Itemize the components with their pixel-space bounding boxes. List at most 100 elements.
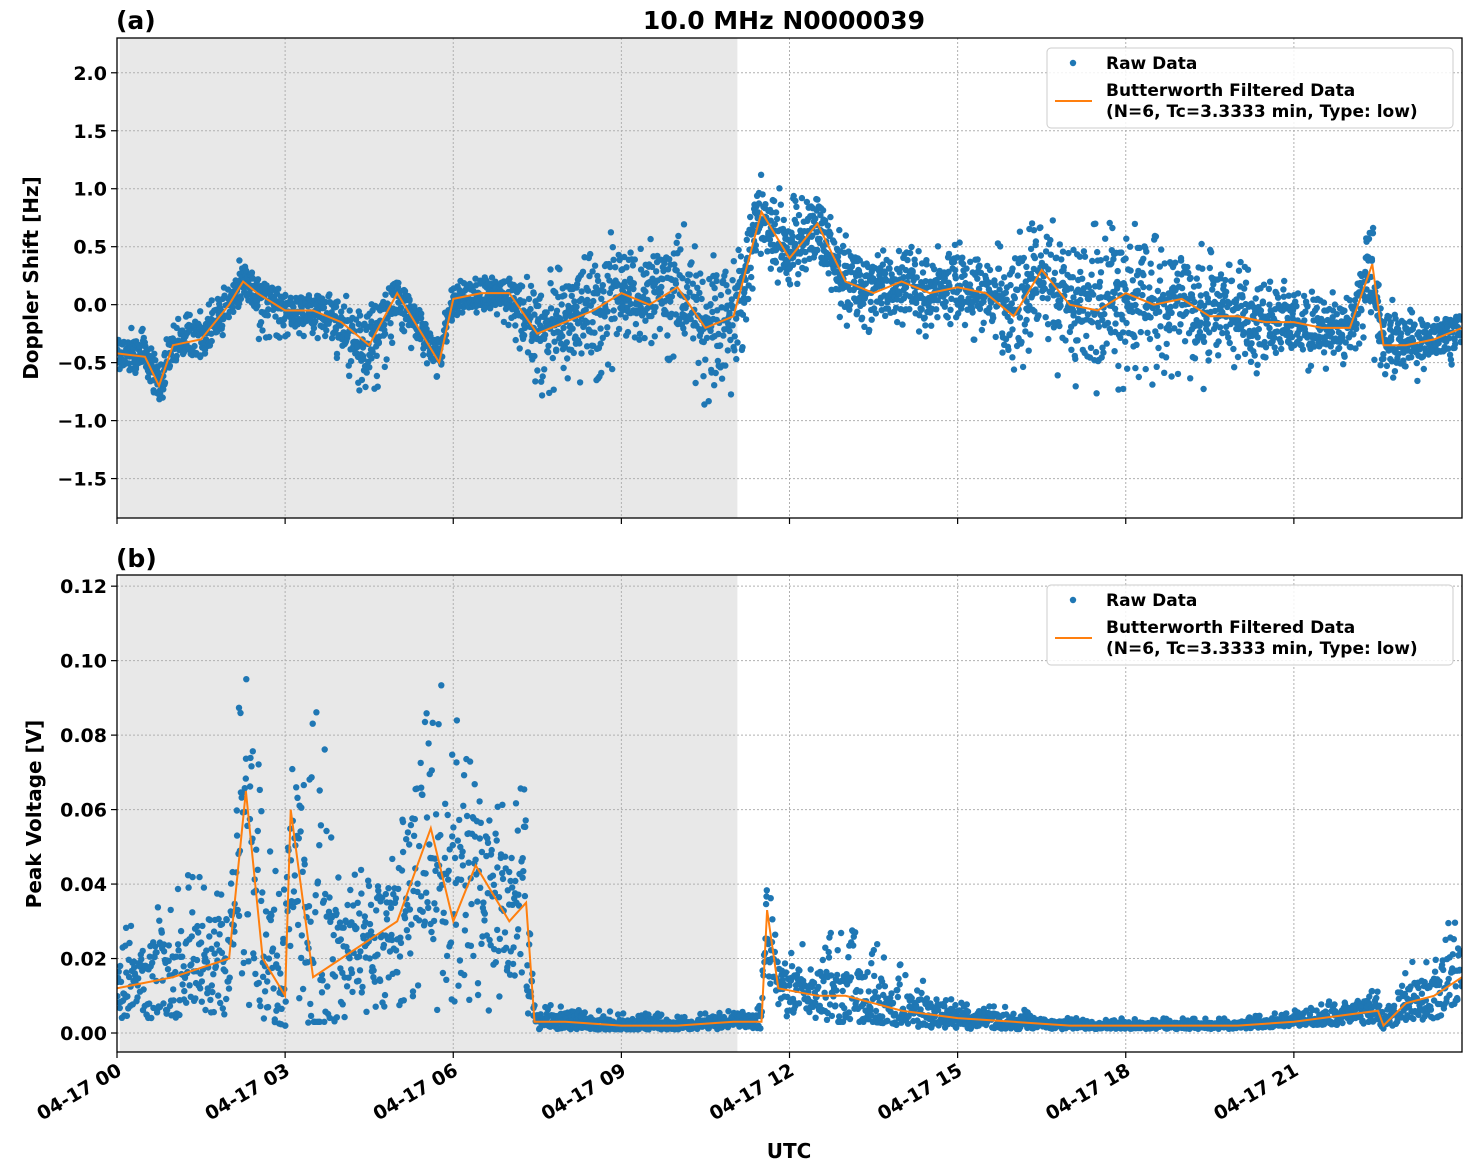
raw-data-point bbox=[1220, 282, 1227, 289]
raw-data-point bbox=[1333, 311, 1341, 318]
raw-data-point bbox=[814, 246, 821, 254]
raw-data-point bbox=[198, 998, 205, 1005]
raw-data-point bbox=[160, 941, 168, 948]
raw-data-point bbox=[1226, 261, 1233, 269]
raw-data-point bbox=[242, 267, 250, 274]
raw-data-point bbox=[408, 344, 415, 352]
raw-data-point bbox=[208, 337, 215, 345]
raw-data-point bbox=[541, 366, 548, 373]
raw-data-point bbox=[255, 761, 262, 768]
raw-data-point bbox=[203, 958, 211, 966]
raw-data-point bbox=[784, 993, 791, 1001]
raw-data-point bbox=[388, 931, 395, 939]
raw-data-point bbox=[636, 330, 644, 337]
raw-data-point bbox=[313, 709, 320, 716]
raw-data-point bbox=[521, 892, 529, 900]
raw-data-point bbox=[795, 211, 803, 219]
raw-data-point bbox=[518, 969, 525, 976]
raw-data-point bbox=[836, 313, 843, 321]
raw-data-point bbox=[1009, 265, 1016, 272]
raw-data-point bbox=[1339, 334, 1346, 341]
raw-data-point bbox=[594, 272, 601, 280]
raw-data-point bbox=[1260, 281, 1268, 288]
raw-data-point bbox=[703, 334, 711, 342]
raw-data-point bbox=[1115, 386, 1122, 393]
raw-data-point bbox=[505, 959, 512, 967]
raw-data-point bbox=[623, 264, 630, 271]
raw-data-point bbox=[1089, 257, 1096, 265]
raw-data-point bbox=[1301, 317, 1308, 324]
raw-data-point bbox=[598, 369, 605, 377]
raw-data-point bbox=[333, 350, 341, 358]
raw-data-point bbox=[922, 333, 929, 340]
raw-data-point bbox=[1253, 370, 1260, 377]
raw-data-point bbox=[273, 1007, 280, 1014]
raw-data-point bbox=[1350, 331, 1357, 338]
raw-data-point bbox=[702, 356, 709, 363]
raw-data-point bbox=[691, 243, 698, 250]
raw-data-point bbox=[400, 997, 407, 1004]
raw-data-point bbox=[1332, 319, 1340, 326]
raw-data-point bbox=[165, 942, 172, 949]
raw-data-point bbox=[117, 962, 124, 970]
raw-data-point bbox=[259, 889, 266, 896]
raw-data-point bbox=[261, 988, 269, 995]
raw-data-point bbox=[383, 356, 390, 363]
raw-data-point bbox=[793, 220, 800, 227]
raw-data-point bbox=[449, 841, 456, 849]
raw-data-point bbox=[597, 325, 604, 332]
raw-data-point bbox=[394, 969, 401, 976]
raw-data-point bbox=[500, 318, 508, 326]
raw-data-point bbox=[300, 332, 307, 340]
raw-data-point bbox=[846, 306, 853, 313]
raw-data-point bbox=[297, 828, 304, 835]
raw-data-point bbox=[1304, 303, 1311, 310]
raw-data-point bbox=[253, 846, 260, 853]
raw-data-point bbox=[1377, 362, 1384, 369]
raw-data-point bbox=[1156, 263, 1164, 270]
raw-data-point bbox=[420, 351, 427, 359]
raw-data-point bbox=[127, 922, 135, 930]
raw-data-point bbox=[521, 786, 528, 793]
raw-data-point bbox=[1103, 255, 1110, 262]
raw-data-point bbox=[776, 185, 783, 192]
raw-data-point bbox=[117, 1004, 123, 1012]
raw-data-point bbox=[1447, 356, 1455, 363]
raw-data-point bbox=[219, 1005, 226, 1012]
raw-data-point bbox=[1445, 345, 1452, 352]
raw-data-point bbox=[218, 949, 226, 956]
raw-data-point bbox=[1206, 329, 1213, 336]
raw-data-point bbox=[474, 898, 481, 905]
raw-data-point bbox=[724, 347, 731, 354]
raw-data-point bbox=[411, 815, 418, 823]
raw-data-point bbox=[570, 349, 577, 357]
raw-data-point bbox=[356, 312, 364, 319]
raw-data-point bbox=[225, 313, 232, 321]
raw-data-point bbox=[1168, 309, 1175, 316]
raw-data-point bbox=[395, 279, 402, 287]
raw-data-point bbox=[278, 1005, 285, 1012]
raw-data-point bbox=[1060, 263, 1068, 271]
raw-data-point bbox=[266, 848, 274, 855]
raw-data-point bbox=[767, 895, 774, 902]
raw-data-point bbox=[1045, 266, 1052, 273]
raw-data-point bbox=[280, 886, 288, 893]
raw-data-point bbox=[923, 261, 930, 268]
raw-data-point bbox=[202, 1006, 209, 1014]
raw-data-point bbox=[230, 941, 237, 948]
raw-data-point bbox=[308, 774, 315, 781]
raw-data-point bbox=[1241, 350, 1249, 358]
raw-data-point bbox=[729, 277, 736, 284]
raw-data-point bbox=[997, 243, 1004, 250]
raw-data-point bbox=[515, 891, 522, 898]
raw-data-point bbox=[824, 222, 831, 229]
y-tick-label: −0.5 bbox=[57, 353, 107, 375]
raw-data-point bbox=[512, 877, 519, 885]
raw-data-point bbox=[1241, 308, 1249, 315]
raw-data-point bbox=[772, 209, 780, 216]
raw-data-point bbox=[1356, 340, 1363, 347]
raw-data-point bbox=[1206, 349, 1213, 356]
raw-data-point bbox=[126, 939, 133, 947]
raw-data-point bbox=[310, 324, 318, 332]
raw-data-point bbox=[152, 357, 159, 364]
